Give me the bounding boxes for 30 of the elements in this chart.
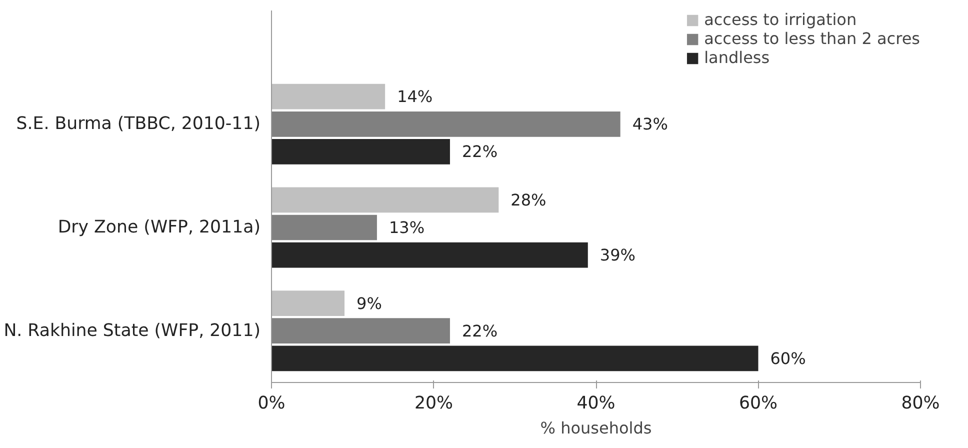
x-axis-title: % households <box>540 418 652 438</box>
x-tick-label: 20% <box>414 394 454 414</box>
data-label: 14% <box>397 87 433 106</box>
bar <box>272 187 499 213</box>
x-tick-label: 0% <box>258 394 286 414</box>
y-tick-label: S.E. Burma (TBBC, 2010-11) <box>16 114 261 134</box>
data-label: 39% <box>600 246 636 265</box>
y-tick-label: Dry Zone (WFP, 2011a) <box>58 218 261 238</box>
x-tick-label: 60% <box>738 394 778 414</box>
bar <box>272 346 758 372</box>
data-label: 22% <box>462 142 498 162</box>
bar <box>272 242 588 268</box>
bar <box>272 214 377 240</box>
bar <box>272 139 450 164</box>
x-tick-label: 40% <box>576 394 616 414</box>
data-label: 43% <box>632 114 668 134</box>
legend-label: access to less than 2 acres <box>704 29 920 48</box>
bar <box>272 84 386 110</box>
data-label: 22% <box>462 321 498 340</box>
bar <box>272 111 620 137</box>
bar <box>272 318 450 344</box>
data-label: 28% <box>510 190 546 210</box>
bar <box>272 290 345 316</box>
data-label: 13% <box>388 218 425 237</box>
legend-label: landless <box>704 48 770 67</box>
legend-label: access to irrigation <box>704 10 857 29</box>
x-tick-label: 80% <box>901 394 940 414</box>
data-label: 9% <box>356 294 382 313</box>
data-label: 60% <box>770 348 806 368</box>
y-tick-label: N. Rakhine State (WFP, 2011) <box>4 320 261 341</box>
